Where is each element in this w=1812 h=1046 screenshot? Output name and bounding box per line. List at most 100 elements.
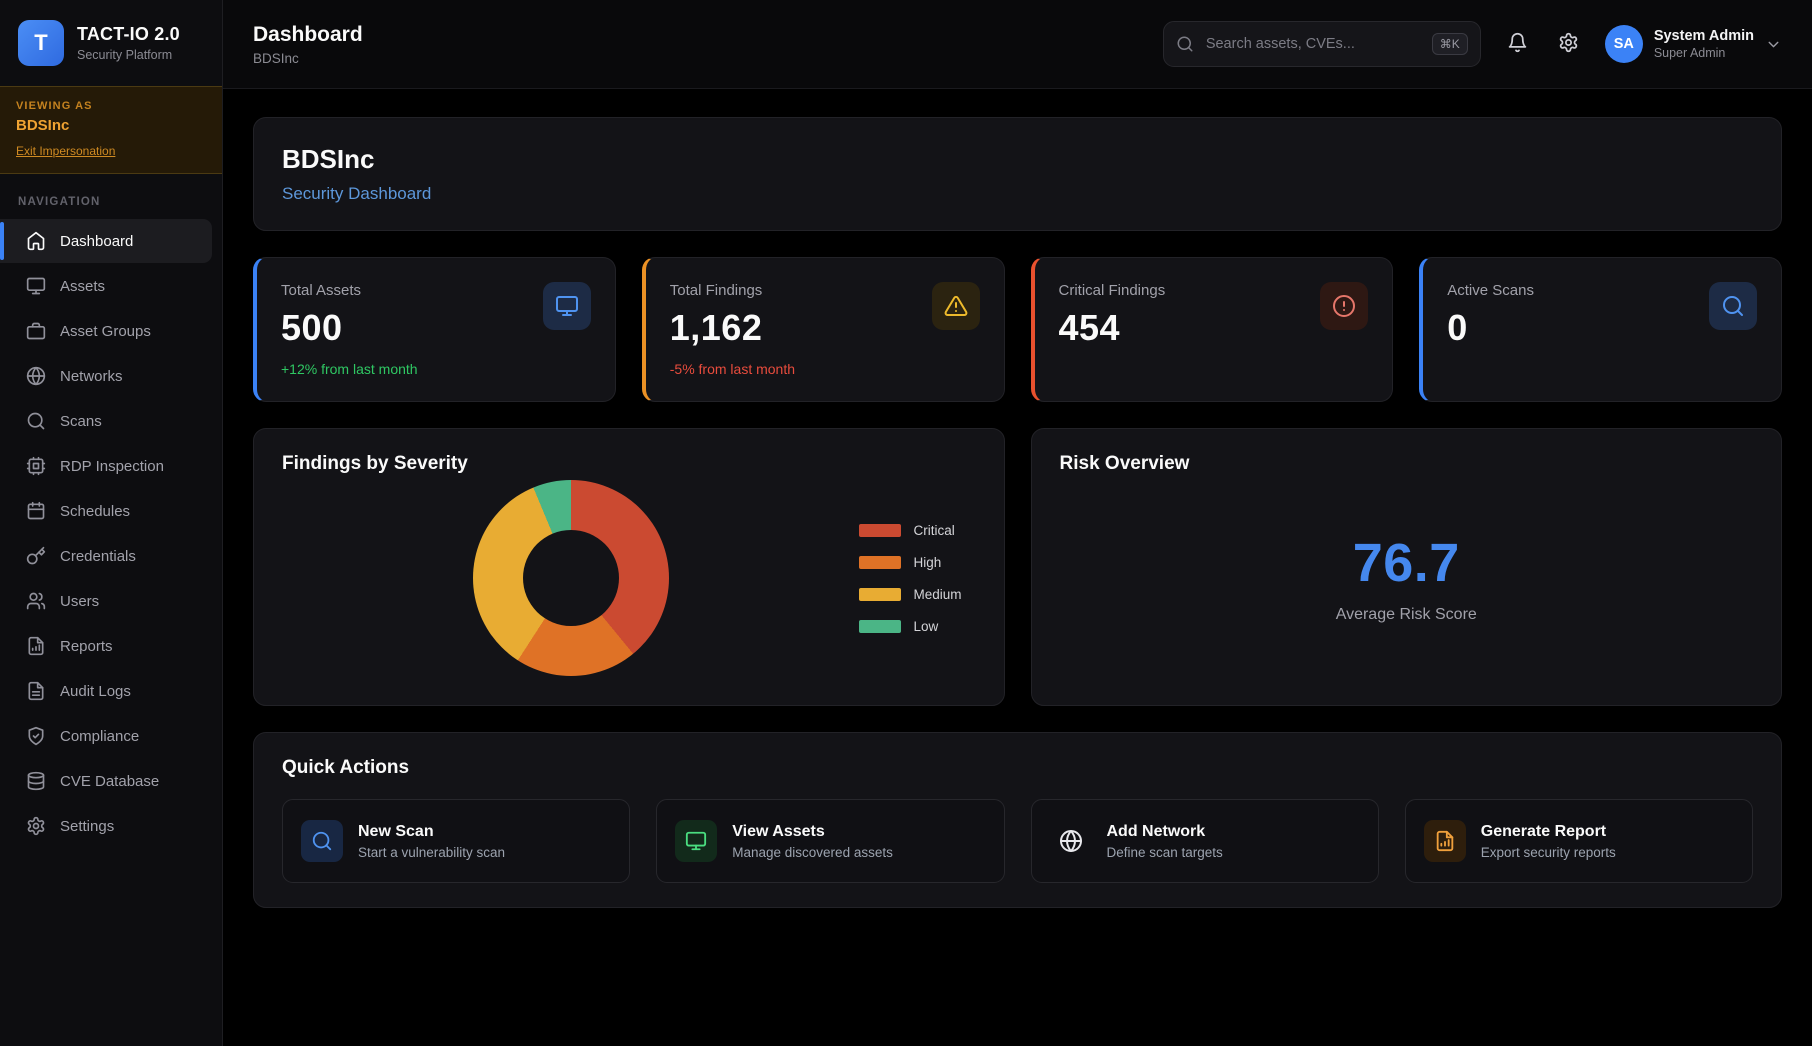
stat-value: 0 <box>1447 307 1468 348</box>
search-box[interactable]: ⌘K <box>1162 21 1481 67</box>
topbar-actions: ⌘K SA System Admin Super Admin <box>1162 21 1782 67</box>
monitor-icon <box>26 276 46 296</box>
legend-item-medium: Medium <box>859 586 962 602</box>
severity-chart-body: Critical High Medium Low <box>282 475 976 681</box>
file-chart-icon <box>1423 820 1466 862</box>
alert-triangle-icon <box>931 282 980 330</box>
monitor-icon <box>675 820 718 862</box>
file-text-icon <box>26 681 46 701</box>
stat-card-total-findings: Total Findings 1,162 -5% from last month <box>641 257 1005 402</box>
app-name: TACT-IO 2.0 <box>77 24 180 44</box>
search-icon <box>1709 282 1757 330</box>
page-subtitle: BDSInc <box>253 50 299 66</box>
sidebar-item-label: Audit Logs <box>60 682 131 700</box>
sidebar-item-credentials[interactable]: Credentials <box>0 534 222 578</box>
database-icon <box>26 771 46 791</box>
quick-action-generate-report[interactable]: Generate Report Export security reports <box>1404 799 1753 883</box>
stat-label: Total Findings <box>669 282 763 299</box>
app-tagline: Security Platform <box>77 48 173 62</box>
stat-label: Active Scans <box>1447 282 1534 299</box>
sidebar-item-compliance[interactable]: Compliance <box>0 714 222 758</box>
risk-caption: Average Risk Score <box>1335 606 1477 623</box>
sidebar-item-audit-logs[interactable]: Audit Logs <box>0 669 222 713</box>
impersonation-label: VIEWING AS <box>16 100 93 112</box>
settings-button[interactable] <box>1554 28 1583 60</box>
sidebar-item-assets[interactable]: Assets <box>0 264 222 308</box>
content: BDSInc Security Dashboard Total Assets 50… <box>223 89 1812 1046</box>
sidebar-item-label: Users <box>60 592 100 610</box>
qa-subtitle: Manage discovered assets <box>732 844 893 860</box>
sidebar-item-dashboard[interactable]: Dashboard <box>0 219 212 263</box>
search-input[interactable] <box>1203 35 1422 53</box>
brand: T TACT-IO 2.0 Security Platform <box>0 0 222 86</box>
sidebar-item-label: Reports <box>60 637 113 655</box>
quick-actions-grid: New Scan Start a vulnerability scan View A… <box>282 799 1753 883</box>
shield-check-icon <box>26 726 46 746</box>
exit-impersonation-link[interactable]: Exit Impersonation <box>16 144 116 158</box>
sidebar-item-users[interactable]: Users <box>0 579 222 623</box>
sidebar-item-reports[interactable]: Reports <box>0 624 222 668</box>
sidebar-item-label: Credentials <box>60 547 136 565</box>
stat-delta: +12% from last month <box>281 361 418 377</box>
chart-legend: Critical High Medium Low <box>859 523 975 634</box>
stat-text: Total Findings 1,162 -5% from last month <box>670 282 795 377</box>
risk-title: Risk Overview <box>1059 453 1190 474</box>
nav-section-label: NAVIGATION <box>18 196 101 208</box>
charts-row: Findings by Severity Critical High Medium L… <box>253 428 1782 706</box>
settings-icon <box>26 816 46 836</box>
qa-title: Generate Report <box>1480 822 1607 840</box>
legend-label: Critical <box>913 522 955 538</box>
quick-action-view-assets[interactable]: View Assets Manage discovered assets <box>656 799 1005 883</box>
legend-swatch <box>859 619 902 633</box>
qa-title: View Assets <box>732 822 825 840</box>
globe-icon <box>1050 820 1092 862</box>
sidebar-item-label: Scans <box>60 412 102 430</box>
sidebar-item-label: Settings <box>60 817 115 835</box>
sidebar-item-label: Asset Groups <box>60 322 151 340</box>
stat-text: Total Assets 500 +12% from last month <box>281 282 418 377</box>
qa-subtitle: Export security reports <box>1480 844 1616 860</box>
stat-text: Active Scans 0 <box>1447 282 1534 377</box>
quick-actions-title: Quick Actions <box>282 757 410 778</box>
org-name: BDSInc <box>282 144 375 174</box>
alert-circle-icon <box>1320 282 1369 330</box>
stat-value: 500 <box>281 307 343 348</box>
search-shortcut-badge: ⌘K <box>1431 33 1468 55</box>
stat-card-critical-findings: Critical Findings 454 <box>1030 257 1394 402</box>
search-icon <box>301 820 343 862</box>
stats-row: Total Assets 500 +12% from last month Total… <box>253 257 1782 402</box>
sidebar-item-settings[interactable]: Settings <box>0 804 222 848</box>
sidebar-item-cve-database[interactable]: CVE Database <box>0 759 222 803</box>
impersonation-org: BDSInc <box>16 117 70 134</box>
legend-label: Medium <box>913 586 962 602</box>
sidebar-item-schedules[interactable]: Schedules <box>0 489 222 533</box>
sidebar: T TACT-IO 2.0 Security Platform VIEWING … <box>0 0 223 1046</box>
sidebar-item-scans[interactable]: Scans <box>0 399 222 443</box>
main-area: Dashboard BDSInc ⌘K SA Syste <box>223 0 1812 1046</box>
donut-wrap <box>282 480 859 676</box>
legend-label: High <box>913 554 942 570</box>
legend-item-high: High <box>859 555 961 570</box>
legend-swatch <box>859 523 902 537</box>
sidebar-item-label: Dashboard <box>60 232 134 250</box>
qa-text: Generate Report Export security reports <box>1481 823 1616 860</box>
app-logo: T <box>18 20 64 66</box>
avatar: SA <box>1604 25 1643 63</box>
user-menu[interactable]: SA System Admin Super Admin <box>1604 25 1782 63</box>
settings-icon <box>1558 32 1579 56</box>
notifications-button[interactable] <box>1503 28 1532 60</box>
sidebar-item-rdp-inspection[interactable]: RDP Inspection <box>0 444 222 488</box>
sidebar-item-asset-groups[interactable]: Asset Groups <box>0 309 222 353</box>
search-icon <box>1176 35 1194 53</box>
sidebar-item-networks[interactable]: Networks <box>0 354 222 398</box>
legend-swatch <box>859 555 902 569</box>
qa-text: Add Network Define scan targets <box>1107 823 1223 860</box>
legend-item-low: Low <box>859 619 961 634</box>
legend-swatch <box>859 587 902 601</box>
sidebar-item-label: Compliance <box>60 727 140 745</box>
quick-action-add-network[interactable]: Add Network Define scan targets <box>1030 799 1379 883</box>
quick-action-new-scan[interactable]: New Scan Start a vulnerability scan <box>282 799 631 883</box>
stat-value: 454 <box>1058 307 1121 348</box>
user-role: Super Admin <box>1653 46 1726 60</box>
search-icon <box>26 411 46 431</box>
